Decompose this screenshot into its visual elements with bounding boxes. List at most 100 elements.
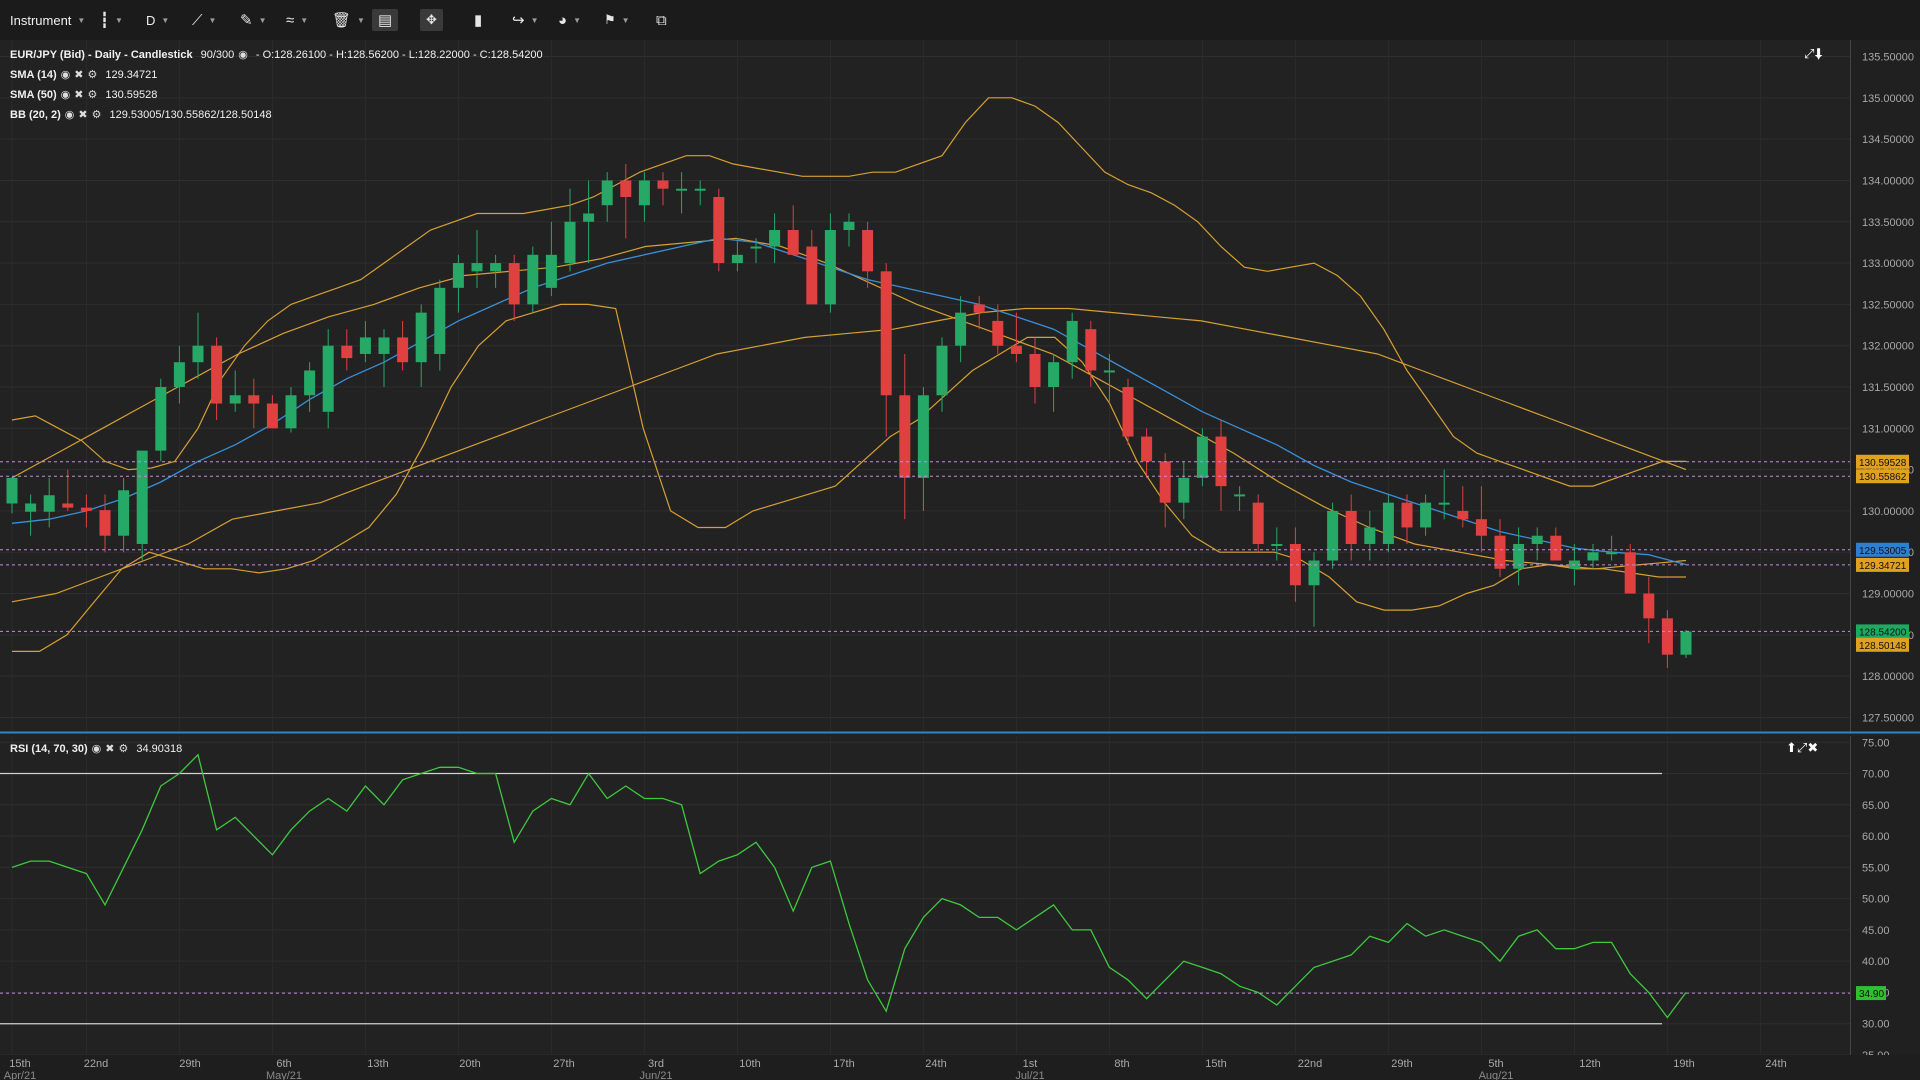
indicator-icon: ≈ <box>286 11 295 29</box>
candle-bullish <box>490 263 502 272</box>
candle-bullish <box>136 450 148 544</box>
chevron-down-icon: ▼ <box>161 15 170 25</box>
candle-bearish <box>862 230 874 272</box>
candle-bullish <box>1587 552 1599 561</box>
y-tick-label: 30.00 <box>1862 1019 1890 1031</box>
chevron-down-icon: ▼ <box>208 15 217 25</box>
gear-icon[interactable]: ⚙ <box>118 743 129 755</box>
rsi-chart[interactable]: 75.00 70.00 65.00 60.00 55.00 50.00 45.00 40.00… <box>0 736 1920 1055</box>
instrument-label: Instrument <box>10 12 72 28</box>
instrument-menu[interactable]: Instrument ▼ <box>10 9 85 31</box>
candle-bearish <box>397 337 409 363</box>
candle-bullish <box>1103 370 1115 373</box>
language-menu[interactable]: ⚑ ▼ <box>604 9 630 31</box>
price-tag-label: 130.59528 <box>1859 458 1907 469</box>
y-tick-label: 128.00000 <box>1862 671 1914 683</box>
candle-bearish <box>657 180 669 189</box>
close-icon[interactable]: ✖ <box>74 89 84 101</box>
share-menu[interactable]: ↪ ▼ <box>512 9 539 31</box>
arrow-down-icon[interactable]: ⬇ <box>1814 46 1823 61</box>
drawing-tools-menu[interactable]: ⟋ ▼ <box>192 9 216 31</box>
candle-bearish <box>1401 502 1413 528</box>
sma14-value: 129.34721 <box>105 68 158 81</box>
eye-icon[interactable]: ◉ <box>60 69 71 81</box>
y-tick-label: 65.00 <box>1862 800 1890 812</box>
candle-bullish <box>1271 543 1283 546</box>
gear-icon[interactable]: ⚙ <box>91 109 102 121</box>
candle-bullish <box>229 395 241 404</box>
arrow-up-icon[interactable]: ⬆ <box>1786 740 1797 755</box>
gear-icon[interactable]: ⚙ <box>87 89 98 101</box>
indicator-menu[interactable]: ≈ ▼ <box>286 9 308 31</box>
popout-icon: ⧉ <box>656 11 667 29</box>
delete-menu[interactable]: 🗑 ▼ <box>332 9 365 31</box>
candle-bullish <box>917 395 929 478</box>
price-tag <box>1856 454 1909 469</box>
x-month-label: Aug/21 <box>1479 1070 1514 1080</box>
eye-icon[interactable]: ◉ <box>91 743 102 755</box>
popout-button[interactable]: ⧉ <box>656 9 667 31</box>
timeframe-menu[interactable]: D ▼ <box>146 9 169 31</box>
candle-bearish <box>899 395 911 478</box>
legend-main: EUR/JPY (Bid) - Daily - Candlestick 90/3… <box>10 48 543 62</box>
volume-button[interactable]: ▮ <box>474 9 482 31</box>
x-tick-label: 22nd <box>1298 1058 1322 1070</box>
toolbar: Instrument ▼ ┇ ▼ D ▼ ⟋ ▼ ✎ ▼ ≈ ▼ 🗑 ▼ ▤ ✥ ▮ ↪ ▼ ◕… <box>0 0 1920 40</box>
layout-button[interactable]: ▤ <box>372 9 399 31</box>
candle-bullish <box>155 387 167 451</box>
candle-bullish <box>694 188 706 191</box>
eye-icon[interactable]: ◉ <box>60 89 71 101</box>
candle-bullish <box>936 345 948 396</box>
chevron-down-icon: ▼ <box>357 15 365 25</box>
theme-menu[interactable]: ◕ ▼ <box>558 9 581 31</box>
eye-icon[interactable]: ◉ <box>238 49 248 61</box>
eye-icon[interactable]: ◉ <box>64 109 75 121</box>
y-tick-label: 133.00000 <box>1862 258 1914 270</box>
y-tick-label: 134.50000 <box>1862 134 1914 146</box>
candle-bullish <box>564 221 576 264</box>
chevron-down-icon: ▼ <box>77 15 86 25</box>
candle-bullish <box>1531 535 1543 544</box>
pencil-tools-menu[interactable]: ✎ ▼ <box>240 9 267 31</box>
maximize-icon[interactable]: ⤢ <box>1796 740 1808 755</box>
candle-bullish <box>173 362 185 387</box>
gear-icon[interactable]: ⚙ <box>87 69 98 81</box>
candle-bullish <box>322 345 334 412</box>
close-icon[interactable]: ✖ <box>1807 740 1819 755</box>
bollinger-lower-band <box>12 303 1686 653</box>
fullscreen-button[interactable]: ✥ <box>420 9 443 31</box>
candle-bullish <box>1178 477 1190 503</box>
chevron-down-icon: ▼ <box>530 15 539 25</box>
x-tick-label: 3rd <box>648 1058 664 1070</box>
candle-bearish <box>880 271 892 396</box>
maximize-icon[interactable]: ⤢ <box>1804 46 1815 61</box>
candle-bearish <box>1289 543 1301 586</box>
price-chart[interactable]: 135.50000 135.00000 134.50000 134.00000 133.… <box>0 40 1920 734</box>
y-tick-label: 60.00 <box>1862 831 1890 843</box>
candle-bearish <box>992 320 1004 346</box>
bar-count: 90/300 <box>200 48 235 61</box>
x-tick-label: 8th <box>1114 1058 1129 1070</box>
chart-type-menu[interactable]: ┇ ▼ <box>100 9 123 31</box>
candle-bearish <box>1159 461 1171 503</box>
legend-bb: BB (20, 2) ◉ ✖ ⚙ 129.53005/130.55862/128… <box>10 108 272 122</box>
close-icon[interactable]: ✖ <box>74 69 84 81</box>
candle-bearish <box>211 345 223 404</box>
candle-bullish <box>25 503 37 512</box>
candle-bullish <box>359 337 371 354</box>
x-tick-label: 29th <box>1391 1058 1412 1070</box>
candle-bearish <box>787 230 799 255</box>
time-axis[interactable]: 15th 22nd 29th 6th 13th 20th 27th 3rd 10th 17th 24… <box>0 1055 1920 1080</box>
candle-bearish <box>1457 510 1469 520</box>
y-tick-label: 131.00000 <box>1862 423 1914 435</box>
instrument-title: EUR/JPY (Bid) - Daily - Candlestick <box>10 48 193 61</box>
bollinger-middle-band <box>11 307 1687 603</box>
candle-bullish <box>378 337 390 354</box>
y-tick-label: 132.00000 <box>1862 341 1914 353</box>
close-icon[interactable]: ✖ <box>105 743 115 755</box>
rsi-pane-controls: ⬆⤢✖ <box>1786 740 1818 756</box>
close-icon[interactable]: ✖ <box>78 109 88 121</box>
price-tag-label: 128.50148 <box>1859 641 1907 652</box>
y-tick-label: 135.00000 <box>1862 93 1914 105</box>
bar-chart-icon: ▮ <box>474 12 483 29</box>
